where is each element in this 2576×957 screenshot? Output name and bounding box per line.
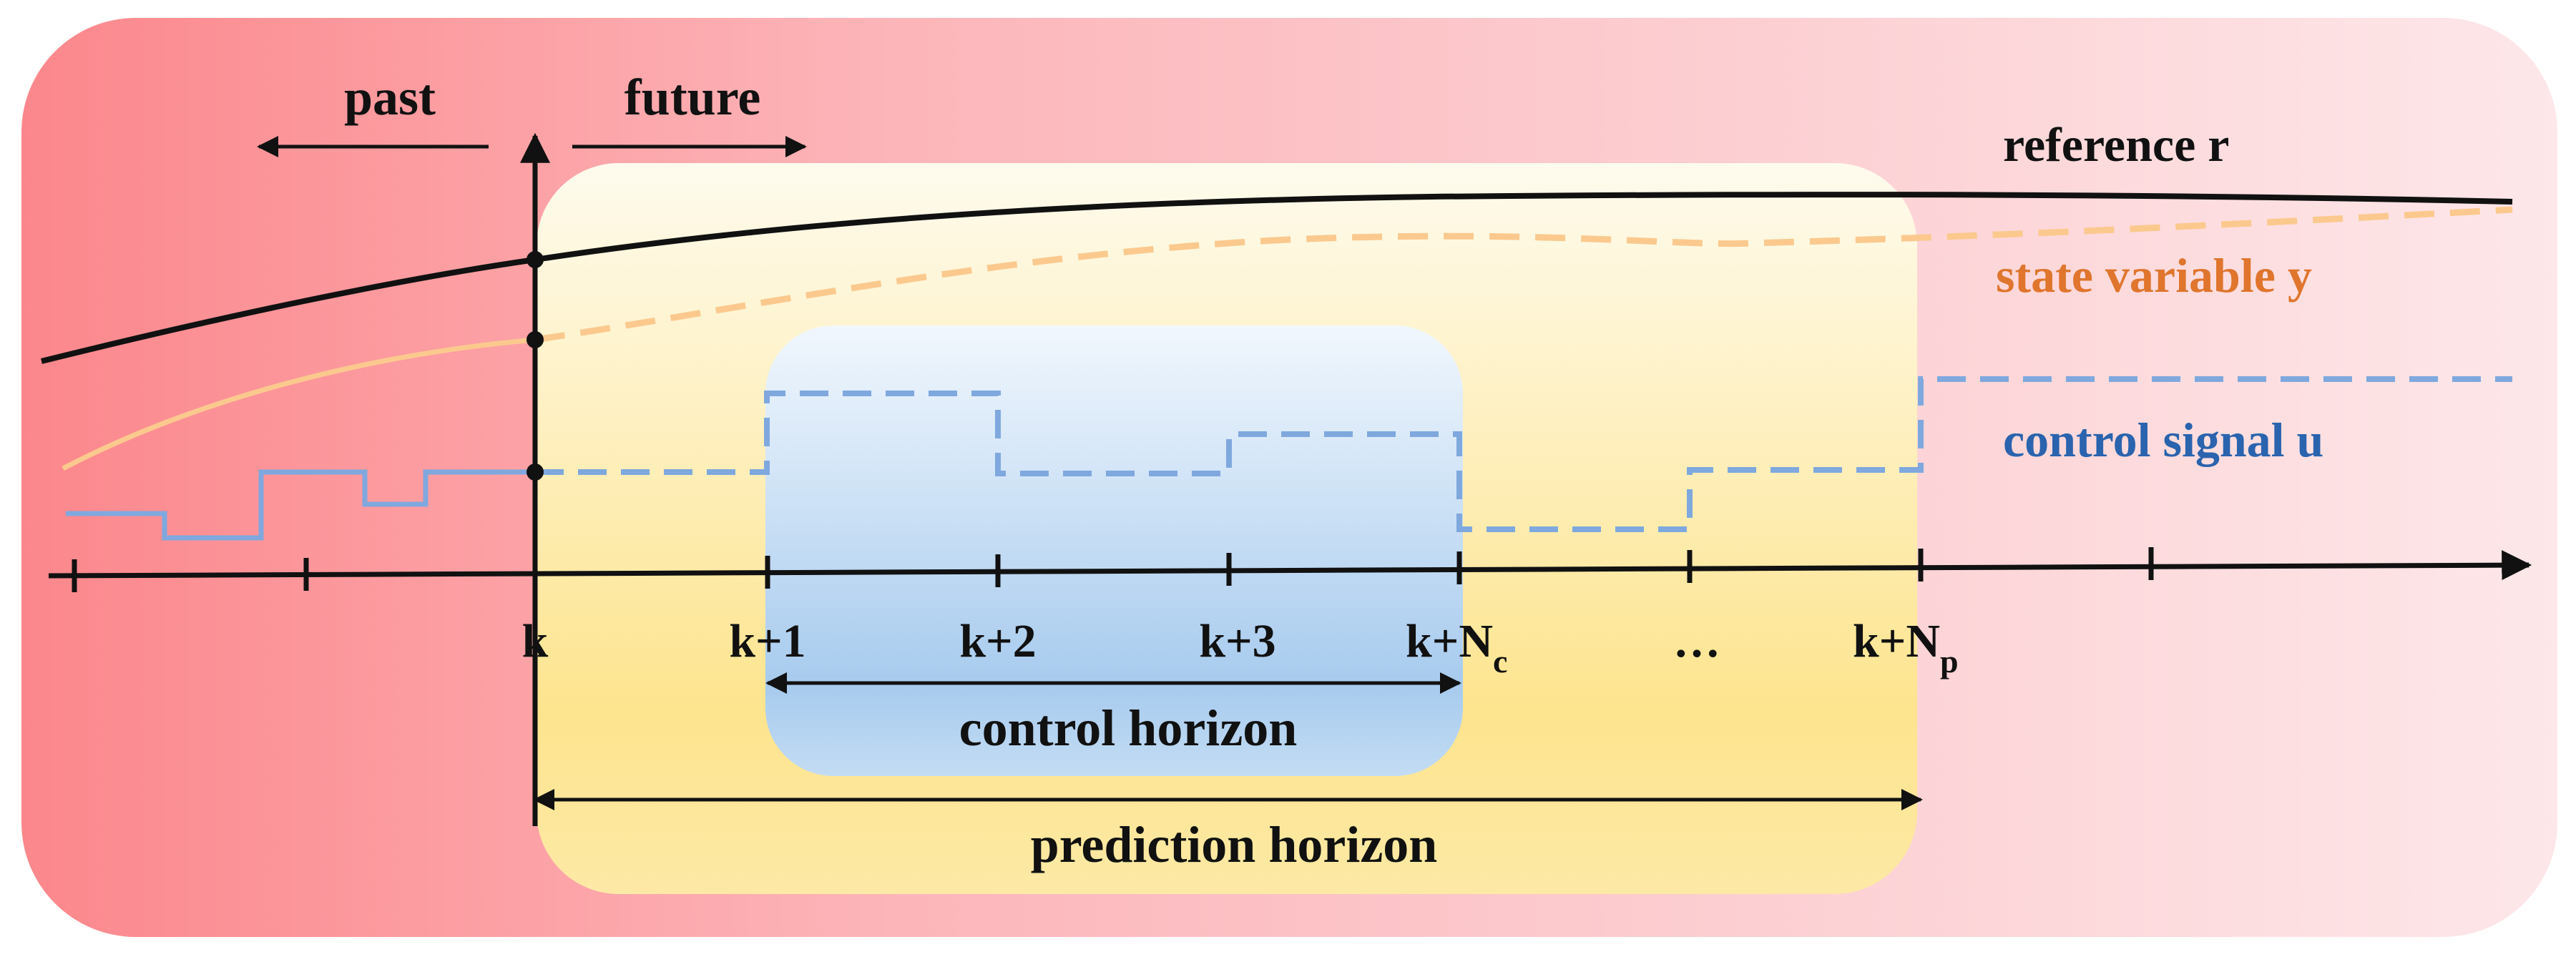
tick-label-k3: k+3	[1199, 615, 1275, 667]
control-dot	[527, 463, 544, 481]
tick-label-dots: …	[1673, 615, 1720, 667]
tick-label-k: k	[522, 615, 549, 667]
tick-label-k2: k+2	[959, 615, 1036, 667]
control-signal-future	[535, 376, 2512, 532]
control-horizon-label: control horizon	[959, 700, 1298, 757]
tick-label-knp: k+Np	[1853, 615, 1959, 679]
reference-label: reference r	[2003, 117, 2229, 172]
control-signal-past	[66, 469, 535, 541]
state-curve-past	[62, 337, 536, 471]
time-axis	[48, 550, 2532, 581]
state-curve-future	[534, 206, 2513, 343]
prediction-horizon-label: prediction horizon	[1031, 816, 1438, 873]
reference-dot	[527, 251, 544, 268]
control-signal-label: control signal u	[2003, 413, 2323, 467]
tick-marks	[72, 547, 2154, 592]
state-dot	[527, 331, 544, 348]
tick-label-k1: k+1	[729, 615, 805, 667]
past-label: past	[344, 69, 436, 126]
future-label: future	[625, 69, 761, 126]
control-horizon-box	[765, 325, 1463, 776]
reference-curve	[41, 192, 2513, 364]
tick-label-knc: k+Nc	[1406, 615, 1507, 679]
state-variable-label: state variable y	[1996, 248, 2312, 303]
